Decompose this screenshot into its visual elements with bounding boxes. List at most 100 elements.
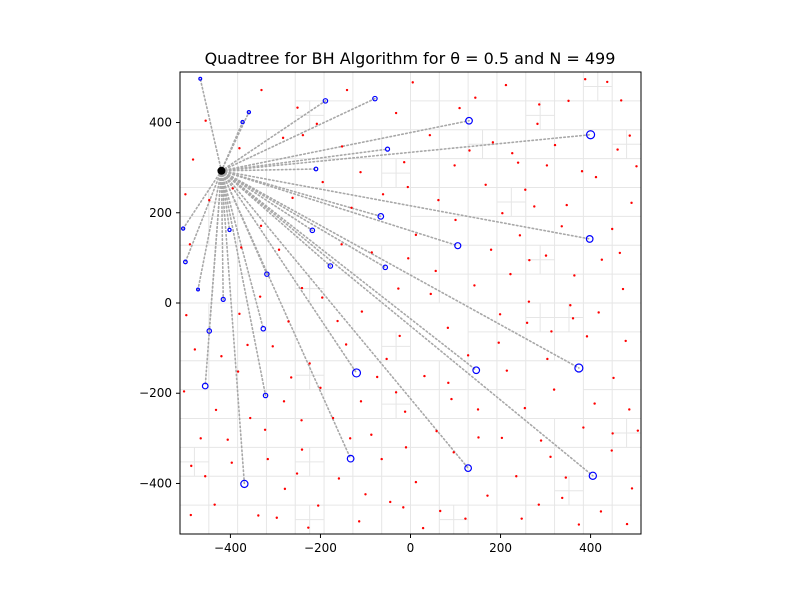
body-point (525, 321, 529, 325)
body-point (350, 206, 353, 210)
body-point (423, 374, 426, 378)
center-of-mass-marker (313, 166, 319, 172)
body-point (411, 81, 414, 84)
body-point (191, 158, 195, 161)
body-point (238, 312, 241, 316)
center-of-mass-marker (196, 287, 201, 292)
body-point (593, 402, 596, 405)
body-point (190, 464, 193, 468)
y-tick-label: 200 (149, 206, 172, 220)
body-point (394, 391, 398, 394)
body-point (539, 439, 543, 442)
body-point (612, 376, 615, 380)
target-body (217, 166, 226, 175)
body-point (403, 410, 407, 413)
body-point (466, 354, 470, 357)
body-point (552, 388, 556, 391)
body-point (220, 355, 223, 358)
body-point (610, 227, 614, 231)
body-point (407, 257, 410, 260)
body-point (414, 233, 418, 237)
body-point (630, 487, 634, 490)
center-of-mass-marker (262, 392, 269, 399)
body-point (414, 480, 418, 484)
body-point (509, 272, 512, 276)
body-point (345, 88, 349, 92)
interaction-line (220, 148, 389, 172)
center-of-mass-marker (246, 109, 252, 115)
body-point (533, 205, 536, 208)
body-point (439, 509, 442, 513)
body-point (447, 381, 450, 385)
body-point (524, 188, 527, 191)
center-of-mass-marker (322, 98, 329, 104)
body-point (370, 433, 373, 436)
body-point (321, 296, 324, 299)
center-of-mass-marker (201, 382, 209, 390)
body-point (406, 185, 409, 189)
body-point (296, 106, 299, 109)
body-point (619, 99, 623, 102)
body-point (597, 311, 600, 314)
body-point (283, 487, 287, 491)
body-point (500, 436, 504, 440)
body-point (498, 313, 502, 316)
body-point (537, 503, 541, 506)
y-tick-label: −200 (139, 386, 172, 400)
interaction-line (220, 97, 376, 172)
body-point (520, 517, 523, 520)
body-point (429, 292, 432, 296)
body-point (321, 180, 324, 184)
body-point (246, 343, 249, 347)
body-point (477, 436, 480, 439)
center-of-mass-marker (327, 263, 334, 269)
body-point (428, 133, 432, 137)
center-of-mass-marker (260, 325, 267, 332)
center-of-mass-marker (240, 479, 249, 489)
body-point (489, 248, 493, 251)
interaction-line (220, 170, 267, 397)
body-point (271, 345, 274, 348)
interaction-line (220, 170, 382, 218)
body-point (193, 348, 197, 351)
body-point (567, 99, 570, 103)
body-point (569, 304, 572, 307)
center-of-mass-marker (183, 259, 188, 265)
interaction-line (220, 133, 592, 172)
body-point (630, 201, 633, 205)
body-point (628, 408, 631, 411)
body-point (527, 300, 531, 303)
center-of-mass-marker (346, 454, 355, 463)
body-point (319, 386, 322, 390)
body-point (340, 145, 344, 148)
center-of-mass-marker (377, 212, 385, 220)
body-point (546, 357, 549, 361)
body-point (189, 513, 193, 517)
body-point (266, 457, 269, 461)
center-of-mass-marker (472, 366, 481, 375)
body-point (573, 274, 576, 277)
body-point (486, 494, 489, 497)
body-point (458, 106, 461, 110)
body-point (549, 455, 552, 459)
body-point (300, 286, 304, 290)
interaction-line (220, 170, 387, 269)
body-point (421, 526, 425, 530)
center-of-mass-marker (465, 116, 473, 125)
x-tick-label: 200 (489, 541, 512, 555)
body-point (226, 438, 229, 441)
interaction-line (220, 170, 268, 275)
center-of-mass-marker (588, 471, 598, 480)
interaction-line (199, 77, 223, 172)
body-point (491, 141, 495, 144)
body-point (295, 472, 299, 475)
body-point (359, 400, 363, 403)
body-point (434, 269, 437, 273)
body-point (208, 198, 211, 202)
body-point (348, 437, 352, 440)
body-point (340, 243, 343, 246)
body-point (230, 461, 233, 464)
center-of-mass-markers (180, 76, 598, 489)
body-point (473, 284, 476, 287)
plot-area (180, 72, 641, 534)
